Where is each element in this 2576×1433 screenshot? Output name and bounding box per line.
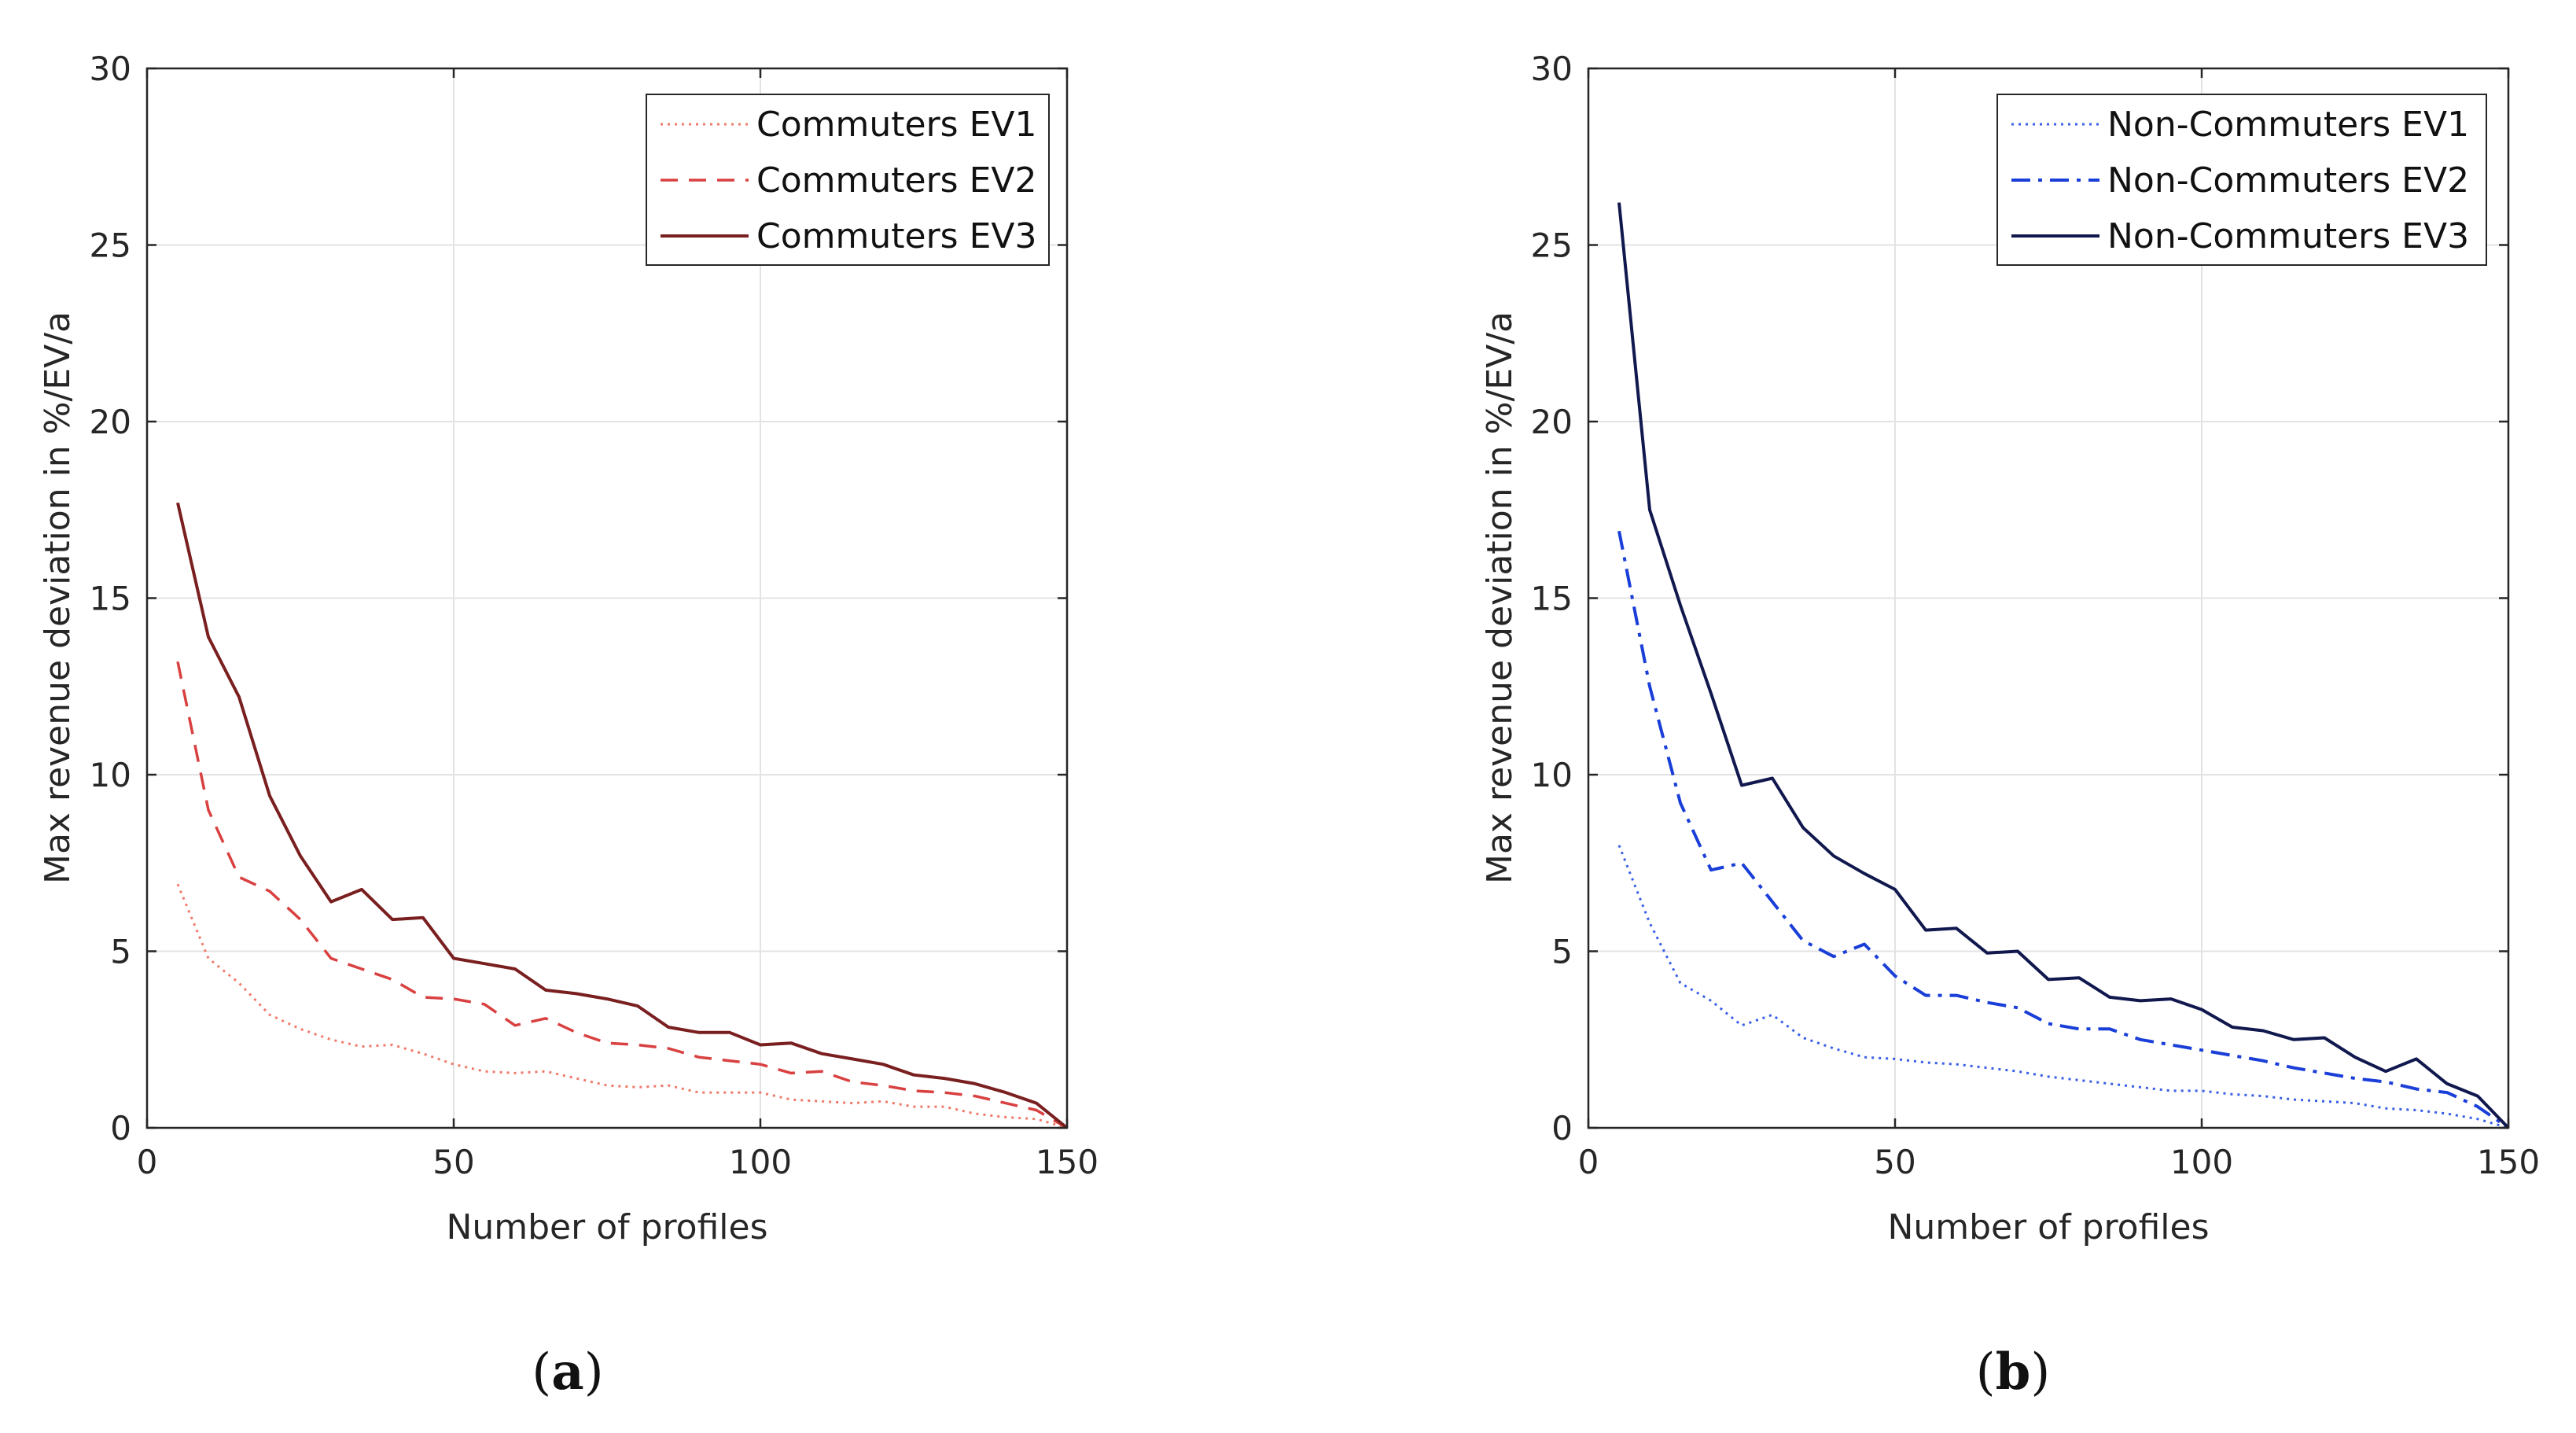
- series-line-2: [1617, 530, 2510, 1129]
- legend-label: Non-Commuters EV3: [2107, 216, 2469, 256]
- series-lines: [176, 502, 1069, 1129]
- chart-panel-a: 0 50 100 150 0 5 10 15 20 25 30 Number of profile…: [38, 50, 1098, 1402]
- y-tick-label: 25: [1531, 227, 1573, 265]
- legend-label: Non-Commuters EV1: [2107, 105, 2469, 145]
- legend: Non-Commuters EV1 Non-Commuters EV2 Non-Co…: [1996, 94, 2487, 266]
- legend-label: Commuters EV2: [756, 160, 1036, 201]
- x-tick-label: 50: [432, 1143, 474, 1181]
- series-line-3: [1617, 202, 2510, 1129]
- y-tick-label: 30: [1531, 50, 1573, 88]
- y-tick-labels: 0 5 10 15 20 25 30: [1531, 50, 1573, 1148]
- tick-marks: [145, 67, 1069, 1129]
- x-tick-label: 0: [137, 1143, 158, 1181]
- tick-marks: [1587, 67, 2510, 1129]
- y-tick-label: 30: [90, 50, 131, 88]
- x-tick-label: 150: [1036, 1143, 1098, 1181]
- legend-items: Commuters EV1 Commuters EV2 Commuters EV3: [661, 105, 1036, 256]
- y-tick-label: 25: [90, 227, 131, 265]
- legend-label: Non-Commuters EV2: [2107, 160, 2469, 201]
- y-tick-label: 0: [1551, 1109, 1573, 1148]
- y-tick-label: 10: [90, 756, 131, 794]
- legend-label: Commuters EV3: [756, 216, 1036, 256]
- y-tick-label: 5: [110, 933, 131, 971]
- legend: Commuters EV1 Commuters EV2 Commuters EV3: [646, 94, 1050, 266]
- x-tick-label: 100: [2170, 1143, 2233, 1181]
- y-tick-label: 20: [90, 403, 131, 441]
- y-tick-label: 5: [1551, 933, 1573, 971]
- legend-items: Non-Commuters EV1 Non-Commuters EV2 Non-Co…: [2011, 105, 2469, 256]
- y-tick-label: 0: [110, 1109, 131, 1148]
- panel-caption-letter: b: [1996, 1343, 2031, 1402]
- x-tick-labels: 0 50 100 150: [137, 1143, 1098, 1181]
- panel-caption-b: (b): [1976, 1343, 2051, 1402]
- y-axis-label: Max revenue deviation in %/EV/a: [1480, 311, 1520, 884]
- y-tick-label: 15: [90, 580, 131, 618]
- series-line-2: [176, 661, 1068, 1129]
- series-line-1: [1617, 845, 2509, 1129]
- x-tick-label: 50: [1874, 1143, 1915, 1181]
- y-tick-labels: 0 5 10 15 20 25 30: [90, 50, 131, 1148]
- series-line-3: [176, 502, 1069, 1129]
- y-tick-label: 20: [1531, 403, 1573, 441]
- y-tick-label: 10: [1531, 756, 1573, 794]
- y-axis-label: Max revenue deviation in %/EV/a: [38, 311, 78, 884]
- y-tick-label: 15: [1531, 580, 1573, 618]
- x-tick-labels: 0 50 100 150: [1578, 1143, 2540, 1181]
- x-tick-label: 150: [2477, 1143, 2540, 1181]
- legend-label: Commuters EV1: [756, 105, 1036, 145]
- x-axis-label: Number of profiles: [446, 1207, 767, 1247]
- chart-panel-b: 0 50 100 150 0 5 10 15 20 25 30 Number of profile…: [1480, 50, 2540, 1402]
- panel-caption-a: (a): [532, 1343, 603, 1402]
- panel-caption-letter: a: [551, 1343, 583, 1402]
- series-lines: [1617, 202, 2510, 1129]
- x-axis-label: Number of profiles: [1887, 1207, 2209, 1247]
- grid-lines: [1588, 68, 2508, 1128]
- x-tick-label: 100: [729, 1143, 792, 1181]
- x-tick-label: 0: [1578, 1143, 1599, 1181]
